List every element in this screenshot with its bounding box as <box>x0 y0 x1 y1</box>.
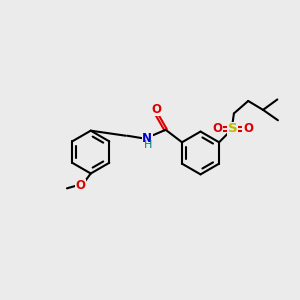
Text: N: N <box>142 132 152 145</box>
Text: O: O <box>243 122 253 135</box>
Text: O: O <box>75 179 85 193</box>
Text: S: S <box>228 122 237 135</box>
Text: O: O <box>212 122 222 135</box>
Text: H: H <box>144 140 153 150</box>
Text: O: O <box>152 103 162 116</box>
